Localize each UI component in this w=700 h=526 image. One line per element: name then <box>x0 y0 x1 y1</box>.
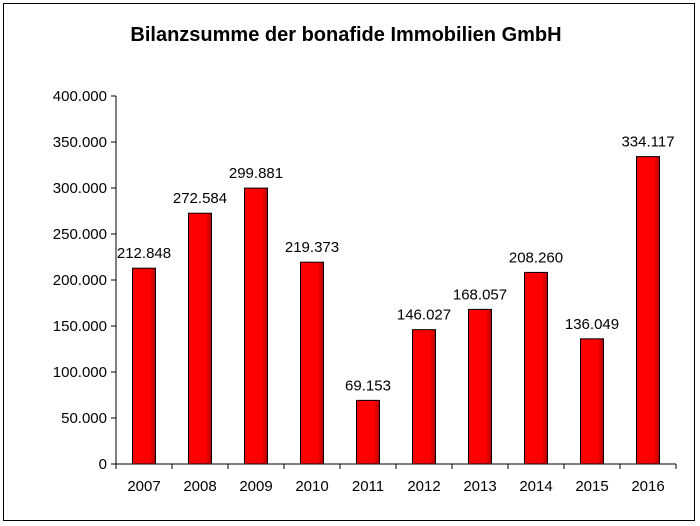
bar <box>188 212 212 465</box>
data-label: 146.027 <box>397 307 451 324</box>
y-tick-label: 350.000 <box>53 134 107 151</box>
bar <box>636 156 660 465</box>
bar <box>300 261 324 465</box>
x-tick-label: 2013 <box>463 478 496 495</box>
data-label: 208.260 <box>509 249 563 266</box>
bar <box>356 399 380 465</box>
x-tick-label: 2012 <box>407 478 440 495</box>
x-tick-label: 2007 <box>127 478 160 495</box>
axes: 0 50.000 100.000 150.000 200.000 250.000 300.0… <box>53 88 677 495</box>
y-tick-label: 200.000 <box>53 272 107 289</box>
data-label: 69.153 <box>345 377 391 394</box>
data-label: 136.049 <box>565 316 619 333</box>
data-label: 334.117 <box>621 134 674 151</box>
y-tick-label: 100.000 <box>53 364 107 381</box>
data-label: 299.881 <box>229 165 283 182</box>
chart-frame <box>3 3 695 521</box>
x-tick-label: 2008 <box>183 478 216 495</box>
bar <box>580 338 604 465</box>
x-tick-label: 2011 <box>352 478 384 495</box>
bar <box>524 271 548 465</box>
y-tick-label: 250.000 <box>53 226 107 243</box>
bars <box>132 156 660 465</box>
x-tick-label: 2010 <box>295 478 328 495</box>
x-tick-label: 2014 <box>519 478 552 495</box>
y-tick-label: 300.000 <box>53 180 107 197</box>
y-tick-label: 0 <box>99 456 107 473</box>
x-tick-label: 2009 <box>239 478 272 495</box>
x-tick-label: 2016 <box>631 478 664 495</box>
bar <box>244 187 268 465</box>
chart-title: Bilanzsumme der bonafide Immobilien GmbH <box>130 24 562 46</box>
y-tick-label: 50.000 <box>61 410 107 427</box>
bar <box>412 329 436 465</box>
bar <box>468 308 492 465</box>
x-tick-label: 2015 <box>575 478 608 495</box>
data-label: 168.057 <box>453 286 507 303</box>
data-label: 212.848 <box>117 245 171 262</box>
data-label: 272.584 <box>173 190 227 207</box>
y-tick-label: 400.000 <box>53 88 107 105</box>
data-label: 219.373 <box>285 239 339 256</box>
bar <box>132 267 156 465</box>
y-tick-label: 150.000 <box>53 318 107 335</box>
